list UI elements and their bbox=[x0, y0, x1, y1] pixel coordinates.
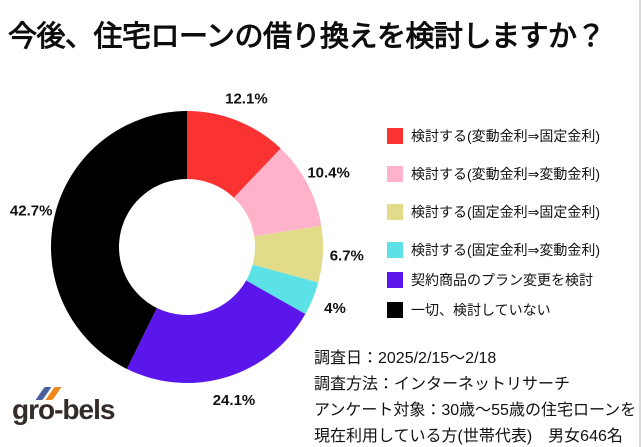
legend-item: 検討する(変動金利⇒変動金利) bbox=[387, 165, 600, 182]
legend-item: 検討する(固定金利⇒固定金利) bbox=[387, 203, 600, 220]
logo-text: gro-bels bbox=[12, 394, 115, 425]
grobels-logo: gro-bels bbox=[12, 384, 132, 434]
slice-pct-label: 12.1% bbox=[225, 90, 268, 107]
donut-slice bbox=[246, 264, 319, 315]
legend-item-label: 検討する(変動金利⇒変動金利) bbox=[411, 165, 601, 182]
legend-item-label: 検討する(変動金利⇒固定金利) bbox=[411, 127, 601, 144]
legend-swatch-icon bbox=[387, 241, 403, 258]
legend-swatch-icon bbox=[387, 271, 403, 288]
slice-pct-label: 42.7% bbox=[10, 203, 53, 220]
donut-chart: 12.1% 10.4% 6.7% 4% 24.1% 42.7% bbox=[10, 90, 364, 409]
donut-slice bbox=[126, 280, 306, 383]
legend-item-label: 一切、検討していない bbox=[411, 301, 551, 318]
survey-target-1: アンケート対象：30歳～55歳の住宅ローンを bbox=[314, 402, 637, 419]
legend-item-label: 検討する(固定金利⇒固定金利) bbox=[411, 203, 601, 220]
donut-slice bbox=[187, 111, 281, 198]
survey-date: 調査日：2025/2/15～2/18 bbox=[314, 350, 497, 367]
legend: 検討する(変動金利⇒固定金利) 検討する(変動金利⇒変動金利) 検討する(固定金… bbox=[387, 127, 600, 318]
survey-info: 調査日：2025/2/15～2/18 調査方法：インターネットリサーチ アンケー… bbox=[314, 346, 636, 447]
slice-pct-label: 10.4% bbox=[307, 165, 350, 182]
legend-item-label: 契約商品のプラン変更を検討 bbox=[411, 271, 593, 288]
legend-swatch-icon bbox=[387, 165, 403, 182]
donut-slice bbox=[233, 148, 322, 237]
survey-method: 調査方法：インターネットリサーチ bbox=[314, 376, 571, 393]
donut-slice bbox=[252, 225, 324, 283]
slice-pct-label: 24.1% bbox=[213, 392, 256, 409]
legend-item: 契約商品のプラン変更を検討 bbox=[387, 271, 600, 288]
page-title: 今後、住宅ローンの借り換えを検討しますか？ bbox=[8, 21, 606, 53]
legend-item: 検討する(固定金利⇒変動金利) bbox=[387, 241, 600, 258]
survey-target-2: 現在利用している方(世帯代表) 男女646名 bbox=[314, 428, 623, 445]
legend-item: 一切、検討していない bbox=[387, 301, 600, 318]
legend-item: 検討する(変動金利⇒固定金利) bbox=[387, 127, 600, 144]
legend-swatch-icon bbox=[387, 203, 403, 220]
legend-item-label: 検討する(固定金利⇒変動金利) bbox=[411, 241, 601, 258]
slice-pct-label: 4% bbox=[324, 300, 346, 317]
donut-slice bbox=[51, 111, 187, 369]
legend-swatch-icon bbox=[387, 127, 403, 144]
legend-swatch-icon bbox=[387, 301, 403, 318]
slice-pct-label: 6.7% bbox=[330, 248, 364, 265]
